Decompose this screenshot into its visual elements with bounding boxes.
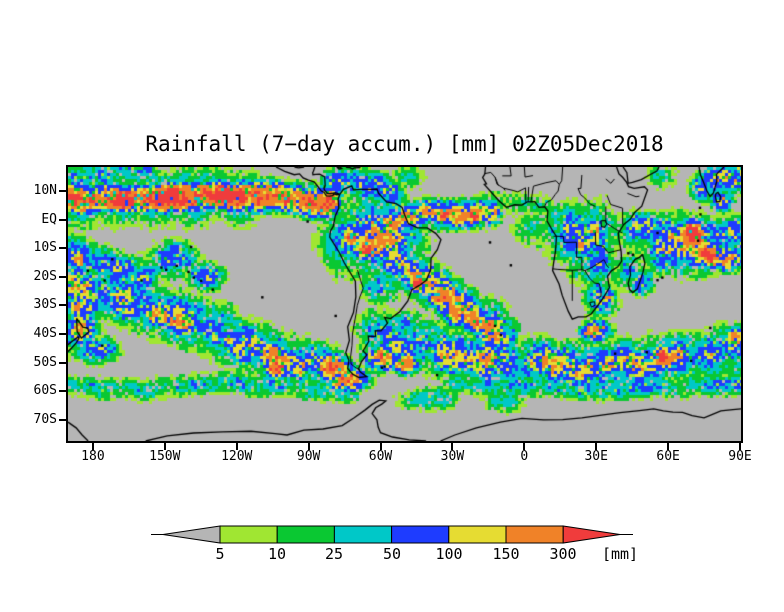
colorbar-tick-label: 100 — [435, 545, 463, 563]
x-axis-tick — [379, 443, 382, 450]
map-frame — [66, 165, 743, 443]
x-axis-tick-label: 60W — [368, 449, 393, 464]
y-axis-tick-label: 10S — [33, 240, 57, 256]
x-axis-tick-label: 150W — [149, 449, 181, 464]
x-axis-tick-label: 120W — [221, 449, 253, 464]
colorbar-scale — [151, 525, 633, 544]
y-axis-tick — [59, 275, 66, 278]
x-axis-tick — [595, 443, 598, 450]
colorbar-tick-label: 25 — [324, 545, 344, 563]
x-axis-tick-label: 30W — [440, 449, 465, 464]
y-axis-tick-label: 20S — [33, 268, 57, 284]
y-axis-tick-label: 40S — [33, 326, 57, 342]
colorbar-unit-label: [mm] — [601, 545, 639, 563]
x-axis-tick-label: 60E — [656, 449, 680, 464]
y-axis-tick — [59, 390, 66, 393]
colorbar-tick-label: 150 — [492, 545, 520, 563]
y-axis-tick-label: 50S — [33, 354, 57, 370]
x-axis-tick — [91, 443, 94, 450]
x-axis-tick-label: 0 — [520, 449, 529, 464]
y-axis-tick — [59, 418, 66, 421]
x-axis-tick — [235, 443, 238, 450]
x-axis-tick — [163, 443, 166, 450]
x-axis-tick-label: 180 — [81, 449, 105, 464]
y-axis-tick-label: EQ — [41, 211, 57, 227]
y-axis-tick — [59, 218, 66, 221]
x-axis-tick — [523, 443, 526, 450]
colorbar-tick-label: 50 — [382, 545, 402, 563]
y-axis-tick-label: 10N — [33, 183, 57, 199]
x-axis-tick — [739, 443, 742, 450]
x-axis-tick-label: 90W — [296, 449, 321, 464]
colorbar-tick-label: 300 — [549, 545, 577, 563]
x-axis-tick — [451, 443, 454, 450]
x-axis-tick-label: 90E — [728, 449, 752, 464]
x-axis-tick-label: 30E — [584, 449, 608, 464]
y-axis-tick-label: 70S — [33, 411, 57, 427]
y-axis-tick — [59, 304, 66, 307]
y-axis-tick-label: 60S — [33, 383, 57, 399]
chart-title: Rainfall (7−day accum.) [mm] 02Z05Dec201… — [145, 132, 664, 156]
y-axis-tick — [59, 247, 66, 250]
x-axis-tick — [307, 443, 310, 450]
y-axis-tick — [59, 361, 66, 364]
x-axis-tick — [667, 443, 670, 450]
rainfall-map-canvas — [68, 167, 741, 441]
colorbar-tick-label: 5 — [215, 545, 225, 563]
y-axis-tick — [59, 190, 66, 193]
y-axis-tick — [59, 333, 66, 336]
y-axis-tick-label: 30S — [33, 297, 57, 313]
colorbar-tick-label: 10 — [267, 545, 287, 563]
